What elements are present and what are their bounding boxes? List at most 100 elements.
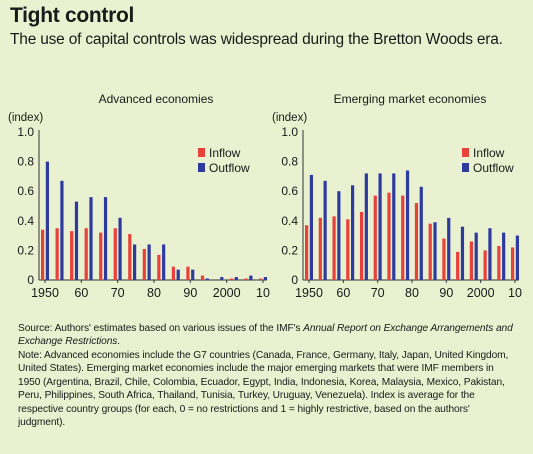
emerging-bar-inflow bbox=[305, 225, 309, 280]
emerging-bar-outflow bbox=[474, 232, 478, 280]
emerging-bar-inflow bbox=[332, 216, 336, 280]
emerging-ytick-label: 0.6 bbox=[281, 184, 298, 198]
advanced-bar-outflow bbox=[103, 197, 108, 280]
emerging-bar-outflow bbox=[405, 170, 410, 280]
emerging-bar-outflow bbox=[433, 222, 437, 280]
source-note: Source: Authors' estimates based on vari… bbox=[18, 322, 518, 349]
advanced-xtick-label: 60 bbox=[74, 286, 88, 300]
advanced-bar-inflow bbox=[244, 278, 248, 280]
advanced-bar-outflow bbox=[45, 161, 49, 280]
emerging-legend-swatch-inflow bbox=[462, 148, 469, 157]
emerging-bar-outflow bbox=[364, 173, 368, 280]
emerging-xtick-label: 70 bbox=[371, 286, 385, 300]
advanced-bar-outflow bbox=[133, 244, 137, 280]
emerging-bar-outflow bbox=[337, 191, 341, 280]
emerging-xtick-label: 2000 bbox=[467, 286, 495, 300]
emerging-bar-outflow bbox=[488, 228, 492, 280]
advanced-bar-outflow bbox=[191, 269, 195, 280]
emerging-bar-outflow bbox=[351, 185, 355, 280]
emerging-bar-outflow bbox=[502, 232, 506, 280]
emerging-bar-outflow bbox=[460, 226, 465, 280]
emerging-bar-inflow bbox=[346, 219, 350, 280]
emerging-bar-inflow bbox=[511, 247, 515, 280]
advanced-bar-inflow bbox=[229, 278, 234, 280]
emerging-bar-outflow bbox=[447, 217, 451, 280]
emerging-xtick-label: 90 bbox=[439, 286, 453, 300]
emerging-bar-outflow bbox=[378, 173, 382, 280]
advanced-xtick-label: 10 bbox=[256, 286, 270, 300]
advanced-legend-label: Inflow bbox=[209, 146, 241, 160]
emerging-panel-title: Emerging market economies bbox=[334, 92, 487, 106]
emerging-bar-outflow bbox=[309, 174, 313, 280]
advanced-bar-inflow bbox=[171, 266, 175, 280]
advanced-ytick-label: 0.4 bbox=[17, 214, 34, 228]
advanced-bar-inflow bbox=[200, 275, 205, 280]
emerging-bar-inflow bbox=[469, 241, 473, 280]
emerging-bar-inflow bbox=[456, 251, 460, 280]
advanced-bar-inflow bbox=[55, 228, 59, 280]
emerging-ytick-label: 1.0 bbox=[281, 125, 298, 139]
emerging-bar-inflow bbox=[359, 211, 364, 280]
methodology-note: Note: Advanced economies include the G7 … bbox=[18, 350, 509, 429]
source-publication: Annual Report on Exchange Arrangements a… bbox=[18, 323, 513, 348]
advanced-bar-outflow bbox=[263, 277, 267, 280]
advanced-xtick-label: 90 bbox=[183, 286, 197, 300]
emerging-bar-outflow bbox=[392, 173, 396, 280]
advanced-bar-outflow bbox=[205, 278, 209, 280]
chart-subtitle: The use of capital controls was widespre… bbox=[10, 31, 503, 48]
emerging-xtick-label: 10 bbox=[508, 286, 522, 300]
advanced-bar-inflow bbox=[128, 234, 132, 280]
emerging-bar-outflow bbox=[515, 235, 519, 280]
advanced-ytick-label: 1.0 bbox=[17, 125, 34, 139]
advanced-bar-outflow bbox=[234, 277, 238, 280]
advanced-bar-outflow bbox=[249, 275, 253, 280]
emerging-bar-inflow bbox=[414, 203, 419, 280]
advanced-ytick-label: 0.6 bbox=[17, 184, 34, 198]
advanced-legend-swatch-outflow bbox=[198, 163, 205, 172]
advanced-xtick-label: 1950 bbox=[31, 286, 59, 300]
emerging-bar-inflow bbox=[497, 245, 501, 280]
advanced-bar-outflow bbox=[89, 197, 93, 280]
advanced-ytick-label: 0.2 bbox=[17, 243, 34, 257]
emerging-xtick-label: 80 bbox=[405, 286, 419, 300]
emerging-legend-label: Outflow bbox=[473, 161, 514, 175]
advanced-bar-inflow bbox=[157, 254, 161, 280]
advanced-bar-inflow bbox=[186, 266, 190, 280]
advanced-bar-inflow bbox=[41, 229, 45, 280]
emerging-ytick-label: 0 bbox=[291, 273, 298, 287]
advanced-xtick-label: 2000 bbox=[213, 286, 241, 300]
emerging-legend-swatch-outflow bbox=[462, 163, 469, 172]
advanced-bar-inflow bbox=[70, 231, 74, 280]
emerging-bar-outflow bbox=[419, 186, 423, 280]
emerging-ytick-label: 0.2 bbox=[281, 243, 298, 257]
emerging-legend-label: Inflow bbox=[473, 146, 505, 160]
advanced-bar-outflow bbox=[147, 244, 151, 280]
emerging-bar-inflow bbox=[428, 223, 432, 280]
advanced-legend-swatch-inflow bbox=[198, 148, 205, 157]
emerging-ylabel: (index) bbox=[272, 112, 307, 124]
advanced-ylabel: (index) bbox=[8, 112, 43, 124]
emerging-bar-outflow bbox=[323, 180, 327, 280]
advanced-bar-outflow bbox=[176, 269, 180, 280]
emerging-ytick-label: 0.8 bbox=[281, 155, 298, 169]
emerging-bar-inflow bbox=[387, 192, 391, 280]
advanced-bar-outflow bbox=[74, 201, 79, 280]
advanced-bar-inflow bbox=[259, 278, 263, 280]
source-suffix: . bbox=[117, 336, 120, 348]
advanced-bar-outflow bbox=[220, 277, 224, 280]
chart-title: Tight control bbox=[10, 4, 135, 27]
advanced-panel-title: Advanced economies bbox=[99, 92, 214, 106]
advanced-xtick-label: 80 bbox=[147, 286, 161, 300]
advanced-bar-inflow bbox=[99, 232, 103, 280]
emerging-bar-inflow bbox=[483, 250, 487, 280]
advanced-bar-outflow bbox=[118, 217, 122, 280]
advanced-ytick-label: 0 bbox=[27, 273, 34, 287]
emerging-xtick-label: 60 bbox=[336, 286, 350, 300]
advanced-bar-inflow bbox=[142, 248, 146, 280]
emerging-bar-inflow bbox=[401, 195, 405, 280]
emerging-bar-inflow bbox=[373, 195, 377, 280]
advanced-bar-inflow bbox=[113, 228, 117, 280]
source-prefix: Source: Authors' estimates based on vari… bbox=[18, 323, 304, 334]
emerging-bar-inflow bbox=[442, 238, 446, 280]
advanced-legend-label: Outflow bbox=[209, 161, 250, 175]
